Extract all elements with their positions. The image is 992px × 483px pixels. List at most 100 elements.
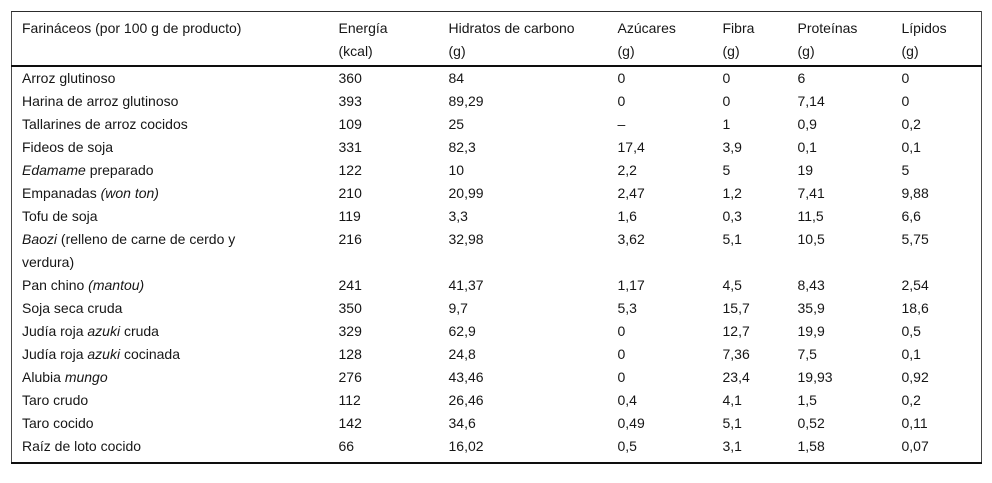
value-cell: 3,62 [617,231,645,247]
product-name-italic-segment: mungo [64,369,108,385]
product-name-segment: Raíz de loto cocido [22,438,142,454]
value-cell: 0,2 [901,392,921,408]
value-cell: 142 [338,415,362,431]
table-row: Harina de arroz glutinoso 393 89,29 0 0 7,14 0 [12,90,982,113]
value-cell: 0,92 [901,369,929,385]
product-name-italic-segment: (mantou) [88,277,145,293]
product-name-segment: (relleno de carne de cerdo y verdura) [22,231,236,270]
value-cell: 19,93 [797,369,833,385]
value-cell: 7,5 [797,346,817,362]
product-name-cell: Tallarines de arroz cocidos [12,113,329,136]
value-cell: 360 [338,70,362,86]
table-row: Alubia mungo 276 43,46 0 23,4 19,93 0,92 [12,366,982,389]
value-cell: 4,5 [722,277,742,293]
value-cell: 84 [448,70,465,86]
value-cell: 62,9 [448,323,476,339]
value-cell: 0,9 [797,116,817,132]
product-name-cell: Pan chino (mantou) [12,274,329,297]
column-unit: (g) [901,43,919,59]
value-cell: 2,47 [617,185,645,201]
table-row: Empanadas (won ton) 210 20,99 2,47 1,2 7,41 9,… [12,182,982,205]
table-row: Taro crudo 112 26,46 0,4 4,1 1,5 0,2 [12,389,982,412]
product-name-cell: Fideos de soja [12,136,329,159]
value-cell: 82,3 [448,139,476,155]
column-header-energia: Energía (kcal) [328,11,439,67]
value-cell: 1 [722,116,731,132]
value-cell: 5,1 [722,415,742,431]
value-cell: 1,58 [797,438,825,454]
value-cell: 89,29 [448,93,484,109]
value-cell: 3,9 [722,139,742,155]
value-cell: 1,5 [797,392,817,408]
product-name-segment: Harina de arroz glutinoso [22,93,179,109]
table-row: Tofu de soja 119 3,3 1,6 0,3 11,5 6,6 [12,205,982,228]
value-cell: 0 [617,346,626,362]
value-cell: 1,2 [722,185,742,201]
column-header-lipidos: Lípidos (g) [891,11,982,67]
value-cell: 6 [797,70,806,86]
value-cell: 9,88 [901,185,929,201]
column-label: Lípidos [901,20,947,36]
product-name-cell: Baozi (relleno de carne de cerdo y verdu… [12,228,329,274]
product-name-italic-segment: azuki [87,346,121,362]
value-cell: 0,3 [722,208,742,224]
value-cell: 25 [448,116,465,132]
value-cell: 12,7 [722,323,750,339]
value-cell: 0 [901,70,910,86]
value-cell: 112 [338,392,361,408]
value-cell: 276 [338,369,362,385]
value-cell: 5,3 [617,300,637,316]
product-name-segment: preparado [85,162,154,178]
value-cell: 7,14 [797,93,825,109]
table-row: Soja seca cruda 350 9,7 5,3 15,7 35,9 18,6 [12,297,982,320]
product-name-segment: Tallarines de arroz cocidos [22,116,188,132]
value-cell: 7,36 [722,346,750,362]
value-cell: 128 [338,346,362,362]
product-name-segment: Fideos de soja [22,139,114,155]
product-name-cell: Judía roja azuki cocinada [12,343,329,366]
column-unit: (kcal) [338,43,373,59]
value-cell: 0,4 [617,392,637,408]
value-cell: 393 [338,93,362,109]
product-name-cell: Raíz de loto cocido [12,435,329,463]
value-cell: 0,49 [617,415,645,431]
value-cell: – [617,116,626,132]
value-cell: 0,52 [797,415,825,431]
value-cell: 119 [338,208,361,224]
value-cell: 2,2 [617,162,637,178]
value-cell: 0,1 [901,346,921,362]
column-label: Energía [338,20,388,36]
value-cell: 0 [617,323,626,339]
value-cell: 5,75 [901,231,929,247]
product-name-segment: Pan chino [22,277,89,293]
value-cell: 18,6 [901,300,929,316]
value-cell: 0 [722,93,731,109]
product-name-segment: Tofu de soja [22,208,98,224]
product-name-italic-segment: Baozi [22,231,58,247]
value-cell: 17,4 [617,139,645,155]
product-name-segment: cocinada [120,346,180,362]
product-name-cell: Edamame preparado [12,159,329,182]
value-cell: 0,1 [901,139,921,155]
product-name-segment: Taro crudo [22,392,89,408]
column-unit: (g) [448,43,466,59]
value-cell: 0 [617,93,626,109]
product-name-segment: cruda [120,323,159,339]
document-page: Farináceos (por 100 g de producto) Energí… [0,11,992,464]
table-body: Arroz glutinoso 360 84 0 0 6 0 Harina de arroz … [12,66,982,463]
value-cell: 0,07 [901,438,929,454]
product-name-cell: Soja seca cruda [12,297,329,320]
value-cell: 4,1 [722,392,742,408]
value-cell: 5 [722,162,731,178]
column-unit: (g) [722,43,740,59]
product-name-segment: Judía roja [22,346,88,362]
product-name-segment: Taro cocido [22,415,94,431]
product-name-cell: Taro cocido [12,412,329,435]
value-cell: 350 [338,300,362,316]
table-row: Pan chino (mantou) 241 41,37 1,17 4,5 8,43 2,5… [12,274,982,297]
value-cell: 331 [338,139,362,155]
value-cell: 0 [901,93,910,109]
value-cell: 16,02 [448,438,484,454]
product-name-italic-segment: Edamame [22,162,86,178]
value-cell: 1,6 [617,208,637,224]
